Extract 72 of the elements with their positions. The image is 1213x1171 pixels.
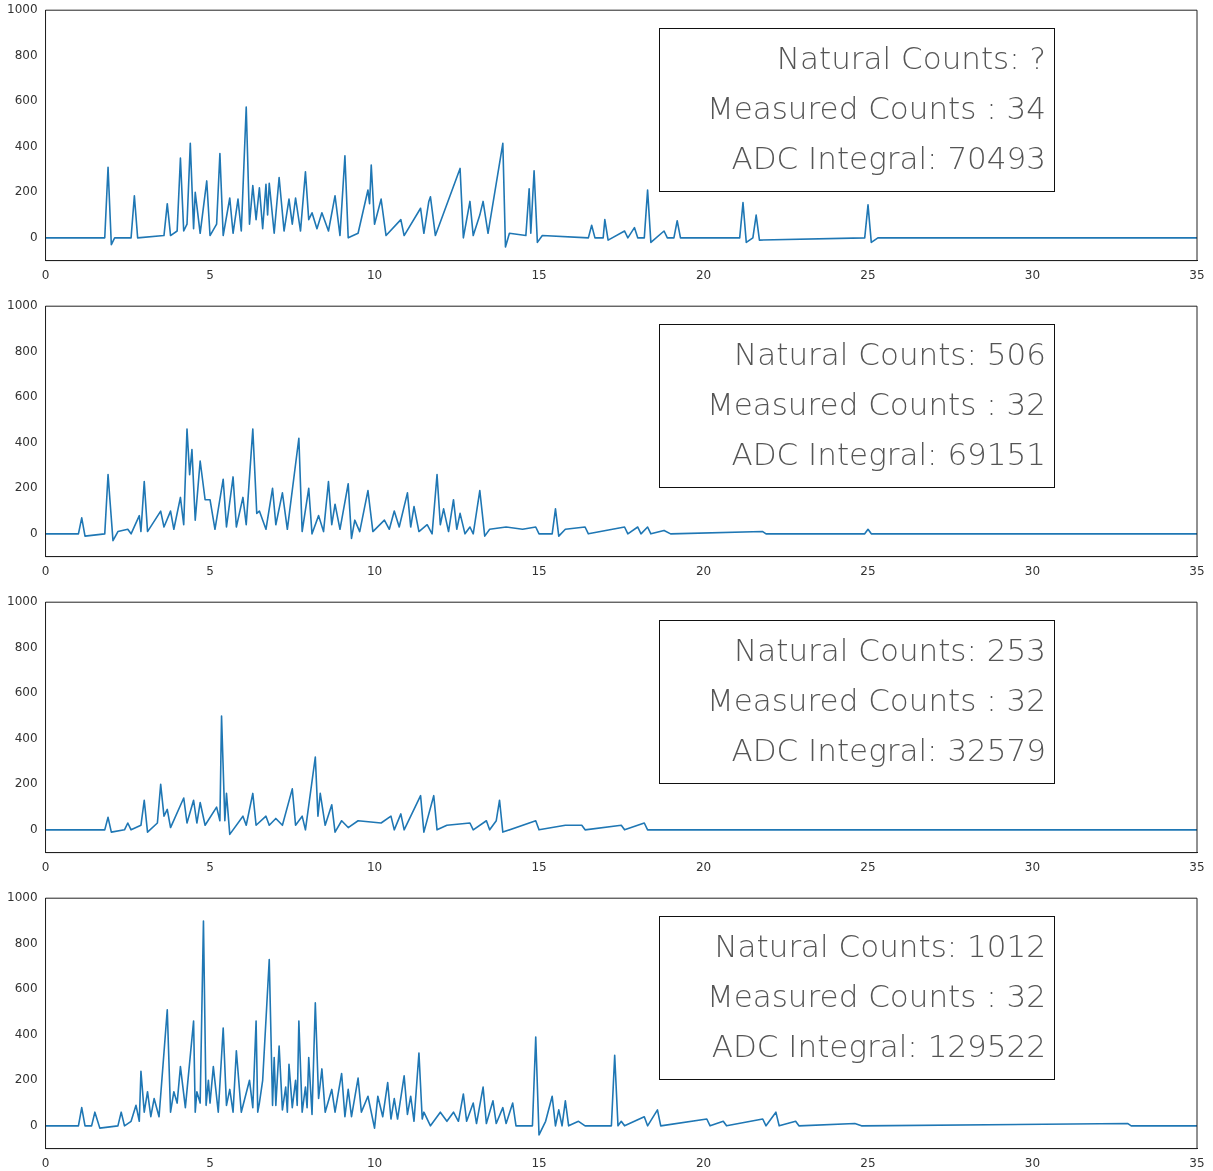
y-tick-label: 0 xyxy=(29,821,38,836)
y-tick-label: 200 xyxy=(14,184,38,199)
y-tick-label: 400 xyxy=(14,1026,38,1041)
y-tick-label: 0 xyxy=(29,229,38,244)
x-tick-label: 20 xyxy=(695,859,712,874)
x-tick-label: 30 xyxy=(1024,563,1041,578)
x-tick-label: 25 xyxy=(860,563,876,578)
x-tick-label: 20 xyxy=(695,563,712,578)
y-tick-label: 1000 xyxy=(6,594,38,609)
y-tick-label: 1000 xyxy=(6,890,38,905)
x-tick-label: 30 xyxy=(1024,267,1041,282)
x-tick-label: 5 xyxy=(206,267,214,282)
x-tick-label: 35 xyxy=(1189,563,1205,578)
x-tick-label: 0 xyxy=(41,563,50,578)
annotation: Natural Counts: 506 xyxy=(733,335,1046,374)
x-tick-label: 0 xyxy=(41,267,50,282)
x-tick-label: 30 xyxy=(1024,859,1041,874)
annotation: Natural Counts: 253 xyxy=(733,631,1046,670)
x-tick-label: 15 xyxy=(531,563,547,578)
y-tick-label: 800 xyxy=(14,343,38,358)
x-tick-label: 25 xyxy=(860,1155,876,1170)
x-tick-label: 25 xyxy=(860,859,876,874)
annotation: ADC Integral: 70493 xyxy=(730,139,1046,178)
y-tick-label: 600 xyxy=(14,389,38,404)
y-tick-label: 600 xyxy=(14,685,38,700)
y-tick-label: 400 xyxy=(14,730,38,745)
text-box: Natural Counts: 1012 Measured Counts : 32 ADC Integral: 129522 xyxy=(659,916,1055,1080)
y-tick-label: 0 xyxy=(29,525,38,540)
y-tick-label: 400 xyxy=(14,138,38,153)
annotation: ADC Integral: 69151 xyxy=(730,435,1046,474)
y-tick-label: 800 xyxy=(14,47,38,62)
y-tick-label: 600 xyxy=(14,93,38,108)
text-box: Natural Counts: ? Measured Counts : 34 ADC Integral: 70493 xyxy=(659,28,1055,192)
x-tick-label: 20 xyxy=(695,1155,712,1170)
y-tick-label: 400 xyxy=(14,434,38,449)
x-tick-label: 10 xyxy=(366,563,383,578)
y-tick-label: 0 xyxy=(29,1117,38,1132)
y-tick-label: 600 xyxy=(14,981,38,996)
annotation: ADC Integral: 32579 xyxy=(730,731,1046,770)
x-tick-label: 15 xyxy=(531,859,547,874)
annotation: Natural Counts: ? xyxy=(775,39,1046,78)
annotation: ADC Integral: 129522 xyxy=(710,1027,1046,1066)
text-box: Natural Counts: 506 Measured Counts : 32 ADC Integral: 69151 xyxy=(659,324,1055,488)
annotation: Measured Counts : 32 xyxy=(705,385,1046,424)
y-tick-label: 800 xyxy=(14,639,38,654)
x-tick-label: 20 xyxy=(695,267,712,282)
y-tick-label: 200 xyxy=(14,480,38,495)
x-tick-label: 5 xyxy=(206,859,214,874)
x-tick-label: 15 xyxy=(531,1155,547,1170)
x-tick-label: 10 xyxy=(366,859,383,874)
annotation: Measured Counts : 32 xyxy=(705,681,1046,720)
x-tick-label: 35 xyxy=(1189,859,1205,874)
x-tick-label: 5 xyxy=(206,1155,214,1170)
y-tick-label: 200 xyxy=(14,776,38,791)
x-tick-label: 10 xyxy=(366,1155,383,1170)
x-tick-label: 5 xyxy=(206,563,214,578)
x-tick-label: 0 xyxy=(41,1155,50,1170)
annotation: Natural Counts: 1012 xyxy=(713,927,1046,966)
x-tick-label: 35 xyxy=(1189,267,1205,282)
annotation: Measured Counts : 34 xyxy=(705,89,1046,128)
x-tick-label: 10 xyxy=(366,267,383,282)
x-tick-label: 15 xyxy=(531,267,547,282)
y-tick-label: 1000 xyxy=(6,298,38,313)
y-tick-label: 800 xyxy=(14,935,38,950)
x-tick-label: 25 xyxy=(860,267,876,282)
text-box: Natural Counts: 253 Measured Counts : 32 ADC Integral: 32579 xyxy=(659,620,1055,784)
x-tick-label: 30 xyxy=(1024,1155,1041,1170)
x-tick-label: 35 xyxy=(1189,1155,1205,1170)
annotation: Measured Counts : 32 xyxy=(705,977,1046,1016)
y-tick-label: 200 xyxy=(14,1072,38,1087)
x-tick-label: 0 xyxy=(41,859,50,874)
y-tick-label: 1000 xyxy=(6,2,38,17)
